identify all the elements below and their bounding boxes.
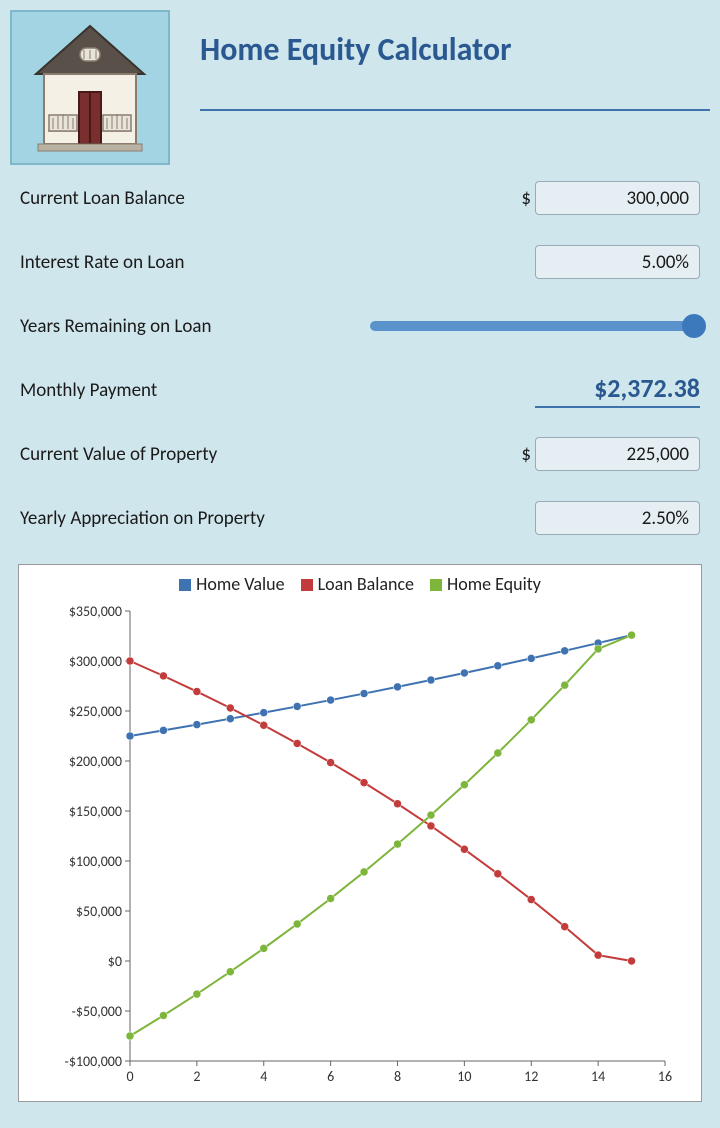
slider-thumb[interactable] (682, 314, 706, 338)
svg-text:2: 2 (193, 1068, 200, 1085)
svg-text:$350,000: $350,000 (69, 603, 122, 620)
currency-prefix: $ (521, 187, 531, 210)
svg-text:6: 6 (327, 1068, 334, 1085)
interest-rate-input[interactable] (535, 245, 700, 279)
chart-plot: -$100,000 -$50,000 $0 $50,000 $100,000 $150,0… (29, 601, 691, 1091)
loan-balance-input[interactable] (535, 181, 700, 215)
svg-text:$200,000: $200,000 (69, 753, 122, 770)
loan-balance-label: Current Loan Balance (20, 187, 521, 210)
legend-item: Home Equity (430, 573, 541, 595)
appreciation-label: Yearly Appreciation on Property (20, 507, 535, 530)
currency-prefix: $ (521, 443, 531, 466)
property-value-label: Current Value of Property (20, 443, 521, 466)
chart-legend: Home Value Loan Balance Home Equity (29, 573, 691, 595)
legend-item: Loan Balance (301, 573, 414, 595)
svg-text:-$50,000: -$50,000 (72, 1003, 122, 1020)
svg-text:-$100,000: -$100,000 (65, 1053, 122, 1070)
svg-text:14: 14 (591, 1068, 605, 1085)
monthly-payment-label: Monthly Payment (20, 379, 535, 402)
title-underline (200, 109, 710, 111)
svg-text:$100,000: $100,000 (69, 853, 122, 870)
years-remaining-slider[interactable] (370, 314, 700, 338)
svg-text:$250,000: $250,000 (69, 703, 122, 720)
interest-rate-label: Interest Rate on Loan (20, 251, 535, 274)
monthly-payment-value: $2,372.38 (535, 372, 700, 408)
years-remaining-label: Years Remaining on Loan (20, 315, 370, 338)
svg-text:12: 12 (524, 1068, 538, 1085)
svg-text:16: 16 (658, 1068, 672, 1085)
svg-text:8: 8 (394, 1068, 401, 1085)
house-icon (20, 18, 160, 158)
house-icon-box (10, 10, 170, 165)
svg-text:$50,000: $50,000 (76, 903, 122, 920)
svg-text:$150,000: $150,000 (69, 803, 122, 820)
equity-chart: Home Value Loan Balance Home Equity -$100,… (18, 564, 702, 1102)
legend-item: Home Value (179, 573, 285, 595)
svg-text:4: 4 (260, 1068, 267, 1085)
slider-track (370, 321, 700, 331)
svg-text:$0: $0 (108, 953, 122, 970)
svg-text:10: 10 (457, 1068, 471, 1085)
appreciation-input[interactable] (535, 501, 700, 535)
svg-text:0: 0 (126, 1068, 133, 1085)
page-title: Home Equity Calculator (200, 30, 710, 69)
svg-text:$300,000: $300,000 (69, 653, 122, 670)
property-value-input[interactable] (535, 437, 700, 471)
